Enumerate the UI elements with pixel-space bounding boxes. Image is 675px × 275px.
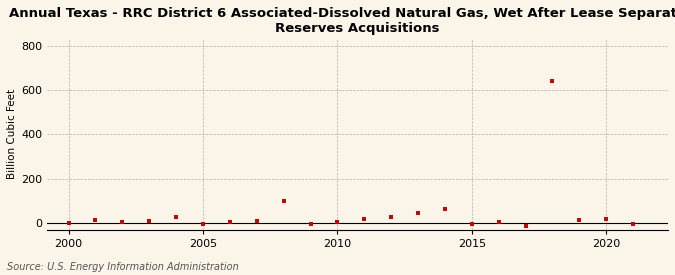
Point bbox=[171, 215, 182, 219]
Title: Annual Texas - RRC District 6 Associated-Dissolved Natural Gas, Wet After Lease : Annual Texas - RRC District 6 Associated… bbox=[9, 7, 675, 35]
Point bbox=[251, 219, 262, 224]
Point bbox=[63, 221, 74, 225]
Point bbox=[601, 217, 612, 221]
Point bbox=[359, 217, 370, 221]
Point bbox=[90, 218, 101, 222]
Point bbox=[278, 199, 289, 204]
Point bbox=[305, 222, 316, 226]
Point bbox=[144, 219, 155, 224]
Y-axis label: Billion Cubic Feet: Billion Cubic Feet bbox=[7, 89, 17, 179]
Point bbox=[628, 222, 639, 226]
Point bbox=[412, 211, 423, 215]
Point bbox=[547, 79, 558, 83]
Point bbox=[493, 220, 504, 224]
Point bbox=[520, 224, 531, 228]
Point bbox=[574, 218, 585, 223]
Point bbox=[332, 220, 343, 225]
Point bbox=[225, 220, 236, 224]
Point bbox=[439, 207, 450, 211]
Point bbox=[198, 221, 209, 226]
Text: Source: U.S. Energy Information Administration: Source: U.S. Energy Information Administ… bbox=[7, 262, 238, 272]
Point bbox=[117, 220, 128, 225]
Point bbox=[466, 222, 477, 226]
Point bbox=[386, 215, 397, 219]
